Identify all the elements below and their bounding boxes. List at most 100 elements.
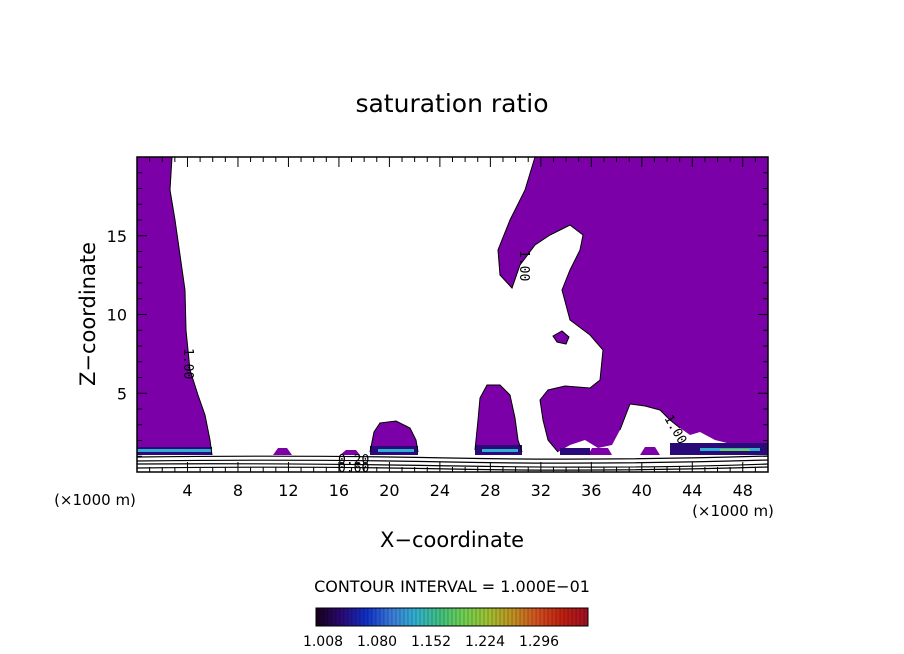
x-unit-label-left: (×1000 m): [54, 491, 136, 509]
colorbar-swatch: [412, 608, 417, 626]
colorbar-swatch: [576, 608, 581, 626]
contour-interval-text: CONTOUR INTERVAL = 1.000E−01: [314, 577, 590, 596]
colorbar-tick-label: 1.296: [519, 634, 559, 650]
color-band-teal: [378, 449, 414, 452]
colorbar-swatch: [372, 608, 377, 626]
x-tick-label: 40: [632, 481, 652, 500]
colorbar-swatch: [456, 608, 461, 626]
colorbar-swatch: [536, 608, 541, 626]
colorbar-swatch: [376, 608, 381, 626]
colorbar-swatch: [492, 608, 497, 626]
colorbar-swatch: [324, 608, 329, 626]
colorbar-swatch: [444, 608, 449, 626]
x-tick-label: 16: [329, 481, 349, 500]
colorbar-swatch: [448, 608, 453, 626]
colorbar-tick-label: 1.008: [303, 634, 343, 650]
x-tick-label: 20: [379, 481, 399, 500]
colorbar-swatch: [532, 608, 537, 626]
colorbar-swatch: [368, 608, 373, 626]
colorbar-swatch: [364, 608, 369, 626]
colorbar-swatch: [548, 608, 553, 626]
colorbar-swatch: [552, 608, 557, 626]
colorbar-swatch: [416, 608, 421, 626]
filled-region-right-mass: [498, 157, 768, 455]
colorbar-swatch: [580, 608, 585, 626]
plot-area: 1.00 1.00 1.00 0.20 0.60: [137, 157, 768, 476]
colorbar-swatch: [316, 608, 321, 626]
colorbar-swatch: [476, 608, 481, 626]
y-axis-label: Z−coordinate: [76, 242, 100, 386]
x-tick-label: 44: [682, 481, 702, 500]
contour-label: 1.00: [180, 348, 195, 379]
x-tick-label: 32: [531, 481, 551, 500]
colorbar-swatch: [400, 608, 405, 626]
y-axis: 5 10 15: [107, 172, 768, 457]
colorbar-swatch: [556, 608, 561, 626]
colorbar-swatch: [404, 608, 409, 626]
colorbar-labels: 1.008 1.080 1.152 1.224 1.296: [303, 634, 559, 650]
colorbar-swatch: [336, 608, 341, 626]
colorbar-swatch: [348, 608, 353, 626]
colorbar-swatch: [332, 608, 337, 626]
colorbar-swatch: [496, 608, 501, 626]
colorbar-swatch: [572, 608, 577, 626]
colorbar-swatch: [328, 608, 333, 626]
contour-label: 0.60: [338, 461, 369, 476]
color-band-dark: [560, 448, 590, 455]
x-tick-label: 12: [278, 481, 298, 500]
colorbar-swatch: [360, 608, 365, 626]
filled-region-bump-36: [588, 448, 612, 455]
colorbar-tick-label: 1.224: [465, 634, 505, 650]
colorbar-swatch: [500, 608, 505, 626]
y-tick-label: 5: [117, 384, 127, 403]
filled-region-bump-20: [370, 421, 418, 452]
colorbar-swatch: [508, 608, 513, 626]
colorbar-swatch: [544, 608, 549, 626]
colorbar-swatch: [460, 608, 465, 626]
colorbar-swatch: [396, 608, 401, 626]
colorbar-swatch: [428, 608, 433, 626]
colorbar-swatch: [344, 608, 349, 626]
colorbar-swatch: [540, 608, 545, 626]
filled-region-bump-41: [640, 447, 660, 455]
colorbar-swatch: [516, 608, 521, 626]
x-tick-label: 48: [733, 481, 753, 500]
color-band: [137, 443, 768, 455]
x-tick-label: 24: [430, 481, 450, 500]
colorbar-swatch: [352, 608, 357, 626]
filled-region-bump-28: [475, 385, 522, 452]
colorbar-swatch: [320, 608, 325, 626]
colorbar-swatch: [564, 608, 569, 626]
colorbar-swatch: [432, 608, 437, 626]
colorbar-swatch: [440, 608, 445, 626]
colorbar-swatch: [424, 608, 429, 626]
colorbar-swatch: [452, 608, 457, 626]
colorbar-tick-label: 1.080: [357, 634, 397, 650]
colorbar-swatch: [488, 608, 493, 626]
colorbar-swatch: [468, 608, 473, 626]
x-unit-label-right: (×1000 m): [692, 502, 774, 520]
colorbar-swatch: [464, 608, 469, 626]
colorbar-swatch: [528, 608, 533, 626]
x-tick-label: 8: [233, 481, 243, 500]
y-tick-label: 15: [107, 227, 127, 246]
color-band-green: [720, 449, 750, 451]
color-band-teal: [137, 449, 212, 452]
colorbar-swatch: [560, 608, 565, 626]
color-band-teal: [482, 449, 518, 452]
colorbar-frame: [315, 607, 589, 627]
colorbar-swatch: [436, 608, 441, 626]
contour-lines: [169, 157, 681, 456]
colorbar-swatch: [420, 608, 425, 626]
contour-label: 1.00: [516, 250, 531, 281]
colorbar-swatch: [584, 608, 589, 626]
filled-region-bump-17: [340, 450, 360, 455]
colorbar-swatch: [484, 608, 489, 626]
x-tick-label: 36: [581, 481, 601, 500]
colorbar-swatch: [340, 608, 345, 626]
colorbar-swatch: [388, 608, 393, 626]
x-tick-label: 4: [182, 481, 192, 500]
colorbar-swatch: [392, 608, 397, 626]
chart-title: saturation ratio: [355, 89, 548, 118]
